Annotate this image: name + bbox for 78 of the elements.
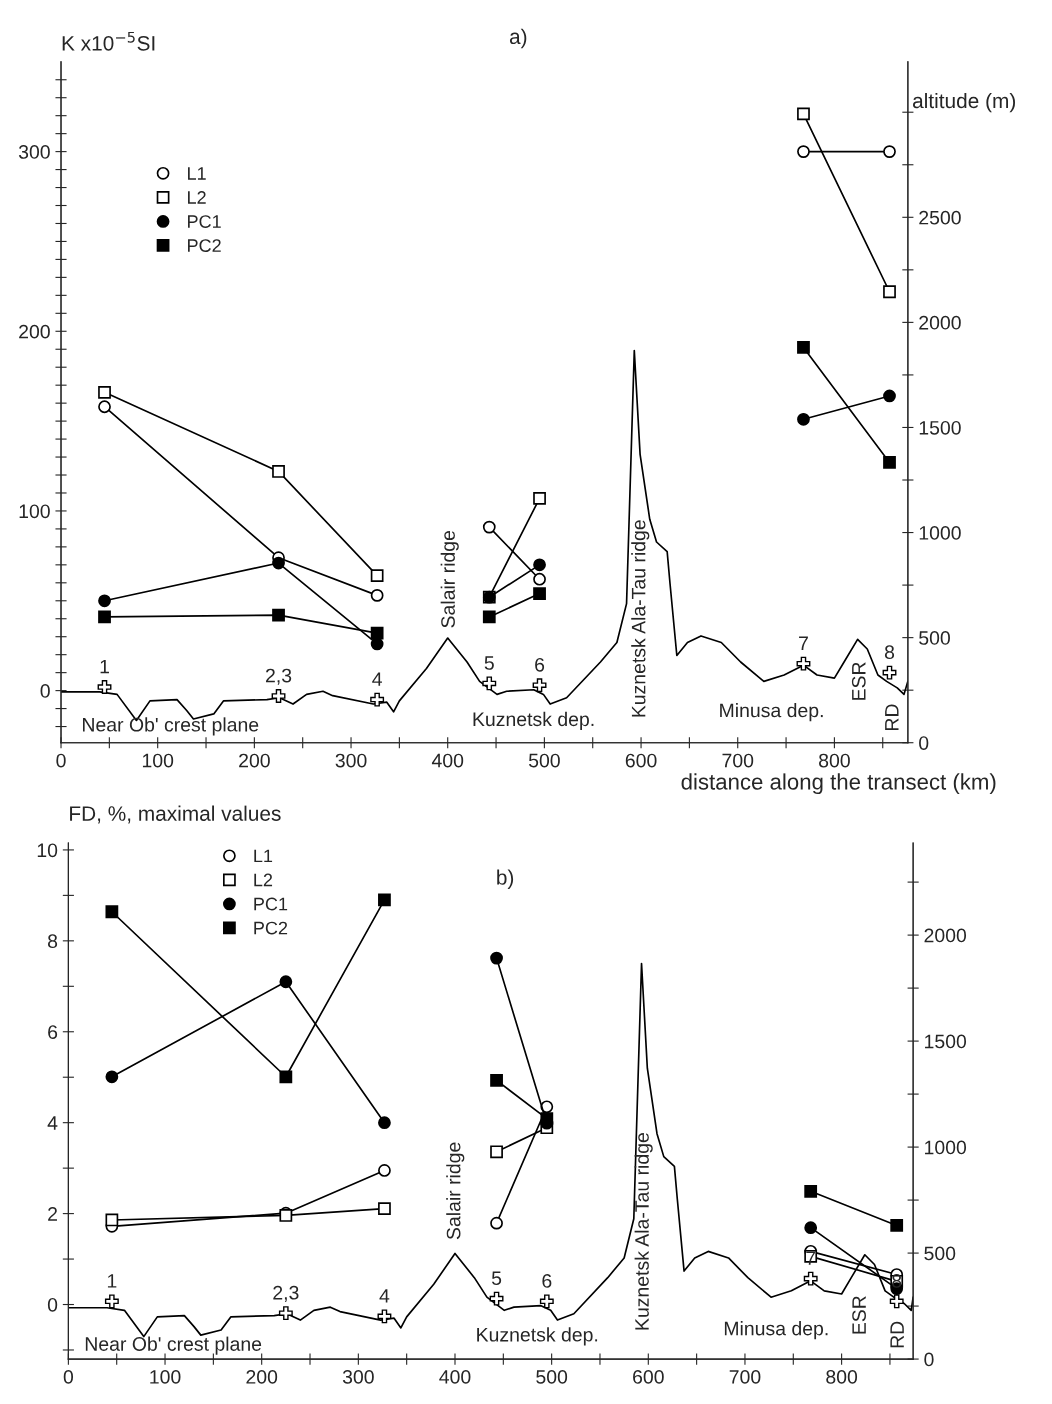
x-tick-label: 100 [150, 1370, 181, 1384]
annotation: 2,3 [266, 668, 292, 685]
chart-title: a) [509, 28, 527, 49]
x-tick-label: 400 [431, 753, 464, 768]
x-tick-label: 0 [63, 1370, 74, 1384]
annotation: Minusa dep. [724, 1321, 828, 1340]
x-tick-label: 700 [722, 753, 754, 768]
annotation: 2,3 [273, 1285, 299, 1302]
annotation: Minusa dep. [720, 703, 823, 722]
x-tick-label: 700 [729, 1370, 761, 1384]
legend-label: L1 [254, 849, 273, 863]
x-tick-label: 200 [239, 753, 270, 768]
x-tick-label: 500 [536, 1370, 568, 1384]
y2-tick-label: 2000 [924, 928, 967, 943]
legend-label: L2 [188, 191, 206, 204]
y-tick-label: 300 [18, 145, 50, 159]
y-tick-label: 10 [37, 843, 58, 858]
annotation: Kuznetsk dep. [477, 1327, 598, 1346]
x-tick-label: 300 [335, 753, 367, 768]
y-tick-label: 0 [47, 1297, 58, 1312]
annotation: 5 [484, 656, 494, 670]
x-tick-label: 500 [528, 753, 560, 768]
annotation: RD [885, 704, 899, 730]
legend-label: L1 [188, 167, 206, 180]
y2-tick-label: 1500 [925, 1034, 967, 1049]
x-axis-title: distance along the transect (km) [681, 773, 996, 795]
y-axis-title: FD, %, maximal values [70, 805, 281, 824]
y-tick-label: 2 [48, 1207, 57, 1221]
annotation: ESR [851, 662, 866, 700]
y2-tick-label: 2500 [919, 210, 961, 225]
annotation: 1 [107, 1274, 117, 1288]
y2-axis-title: altitude (m) [913, 92, 1016, 113]
y2-tick-label: 1000 [925, 1140, 967, 1155]
y2-tick-label: 1000 [919, 526, 961, 540]
annotation: 6 [542, 1274, 552, 1288]
annotation: Near Ob' crest plane [83, 717, 259, 736]
x-tick-label: 600 [633, 1370, 664, 1384]
y2-tick-label: 500 [919, 631, 950, 645]
y-tick-label: 4 [47, 1116, 58, 1130]
annotation: Salair ridge [440, 530, 459, 628]
legend-label: PC2 [188, 239, 221, 252]
y-tick-label: 100 [19, 504, 50, 519]
legend-label: PC2 [254, 921, 288, 935]
annotation: 8 [884, 645, 895, 660]
annotation: 5 [491, 1271, 502, 1286]
y-tick-label: 6 [48, 1025, 58, 1039]
legend-label: PC1 [188, 215, 221, 228]
x-tick-label: 300 [342, 1370, 374, 1384]
x-tick-label: 400 [439, 1370, 471, 1384]
y-tick-label: 0 [40, 684, 50, 698]
y2-tick-label: 0 [919, 736, 929, 750]
annotation: Kuznetsk Ala-Tau ridge [631, 520, 650, 717]
annotation: RD [890, 1321, 904, 1348]
annotation: Salair ridge [446, 1142, 465, 1240]
annotation: 7 [799, 636, 808, 650]
x-tick-label: 100 [142, 753, 174, 768]
legend-label: L2 [254, 873, 273, 887]
annotation: 1 [100, 659, 109, 674]
x-tick-label: 600 [625, 753, 657, 768]
text: b) [497, 869, 514, 889]
annotation: 4 [379, 1289, 390, 1303]
y-axis-title: K x10$^{−5}$SI [62, 31, 155, 51]
x-tick-label: 200 [246, 1370, 278, 1384]
y-tick-label: 8 [48, 934, 58, 949]
y2-tick-label: 2000 [919, 315, 961, 330]
x-tick-label: 800 [819, 753, 850, 768]
y2-tick-label: 0 [924, 1352, 934, 1367]
y2-tick-label: 500 [924, 1246, 956, 1261]
y2-tick-label: 1500 [919, 420, 961, 435]
annotation: ESR [852, 1296, 866, 1334]
annotation: Kuznetsk Ala-Tau ridge [634, 1133, 653, 1330]
y-tick-label: 200 [19, 324, 50, 339]
annotation: Kuznetsk dep. [473, 711, 594, 730]
legend-label: PC1 [254, 897, 288, 911]
x-tick-label: 800 [826, 1370, 858, 1384]
annotation: 6 [535, 657, 545, 672]
annotation: Near Ob' crest plane [85, 1336, 262, 1355]
annotation: 4 [372, 672, 382, 686]
